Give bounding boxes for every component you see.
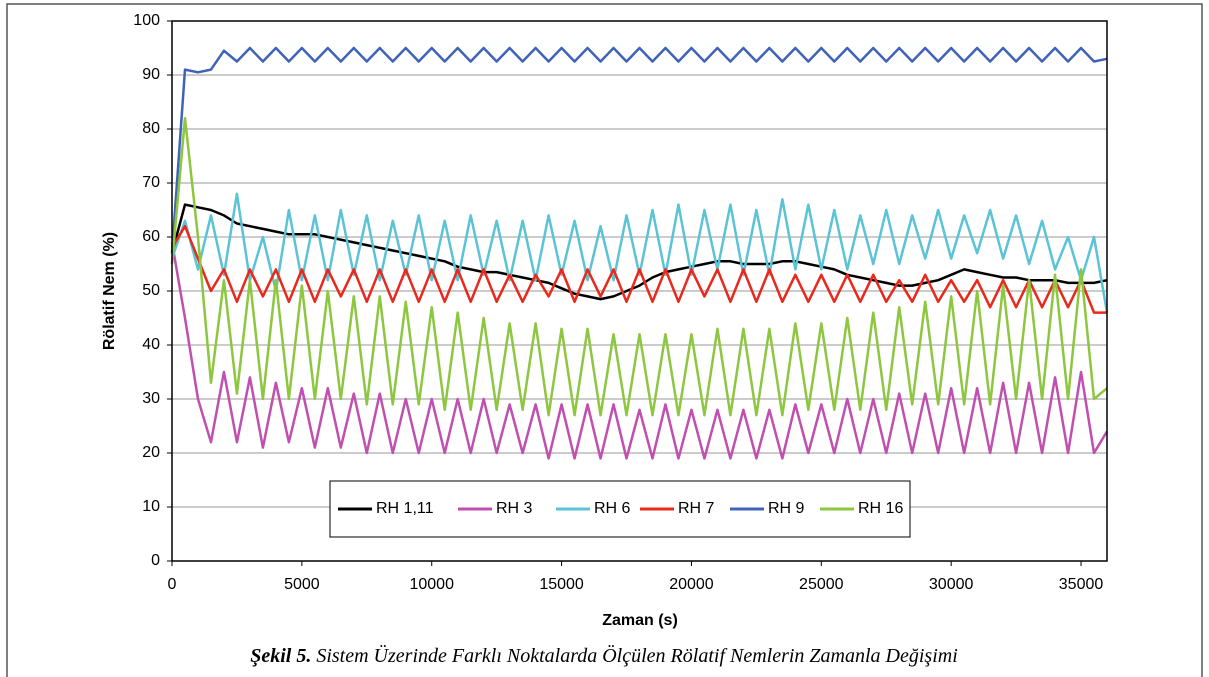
y-tick-label: 0 [151, 552, 160, 569]
x-tick-label: 25000 [799, 576, 844, 593]
y-tick-label: 50 [142, 282, 160, 299]
series-line [170, 192, 1109, 313]
y-axis-label: Rölatif Nem (%) [101, 232, 118, 350]
frame [6, 3, 1203, 677]
legend [329, 480, 911, 538]
y-tick-label: 70 [142, 174, 160, 191]
x-tick-label: 35000 [1059, 576, 1104, 593]
series-line [170, 242, 1109, 460]
x-tick-label: 15000 [539, 576, 584, 593]
y-tick-label: 30 [142, 390, 160, 407]
y-tick-label: 60 [142, 228, 160, 245]
y-tick-label: 20 [142, 444, 160, 461]
x-axis-label: Zaman (s) [602, 612, 678, 629]
x-tick-label: 0 [168, 576, 177, 593]
y-tick-label: 100 [133, 12, 160, 29]
x-tick-label: 20000 [669, 576, 714, 593]
y-tick-label: 90 [142, 66, 160, 83]
series-line [170, 224, 1107, 314]
series-line [170, 116, 1108, 417]
y-tick-label: 80 [142, 120, 160, 137]
caption-label: Şekil 5. [250, 645, 311, 667]
legend-label: RH 6 [594, 500, 631, 517]
plot-border [171, 20, 1108, 562]
y-tick-label: 40 [142, 336, 160, 353]
legend-label: RH 3 [496, 500, 533, 517]
x-tick-label: 30000 [929, 576, 974, 593]
legend-label: RH 16 [858, 500, 903, 517]
x-tick-label: 10000 [409, 576, 454, 593]
series-line [170, 46, 1108, 254]
caption: Şekil 5. Sistem Üzerinde Farklı Noktalar… [250, 644, 958, 667]
caption-text: Sistem Üzerinde Farklı Noktalarda Ölçüle… [316, 644, 957, 667]
legend-label: RH 7 [678, 500, 715, 517]
series-line [170, 203, 1108, 301]
y-tick-label: 10 [142, 498, 160, 515]
x-tick-label: 5000 [284, 576, 320, 593]
legend-label: RH 1,11 [376, 500, 434, 517]
legend-label: RH 9 [768, 500, 805, 517]
